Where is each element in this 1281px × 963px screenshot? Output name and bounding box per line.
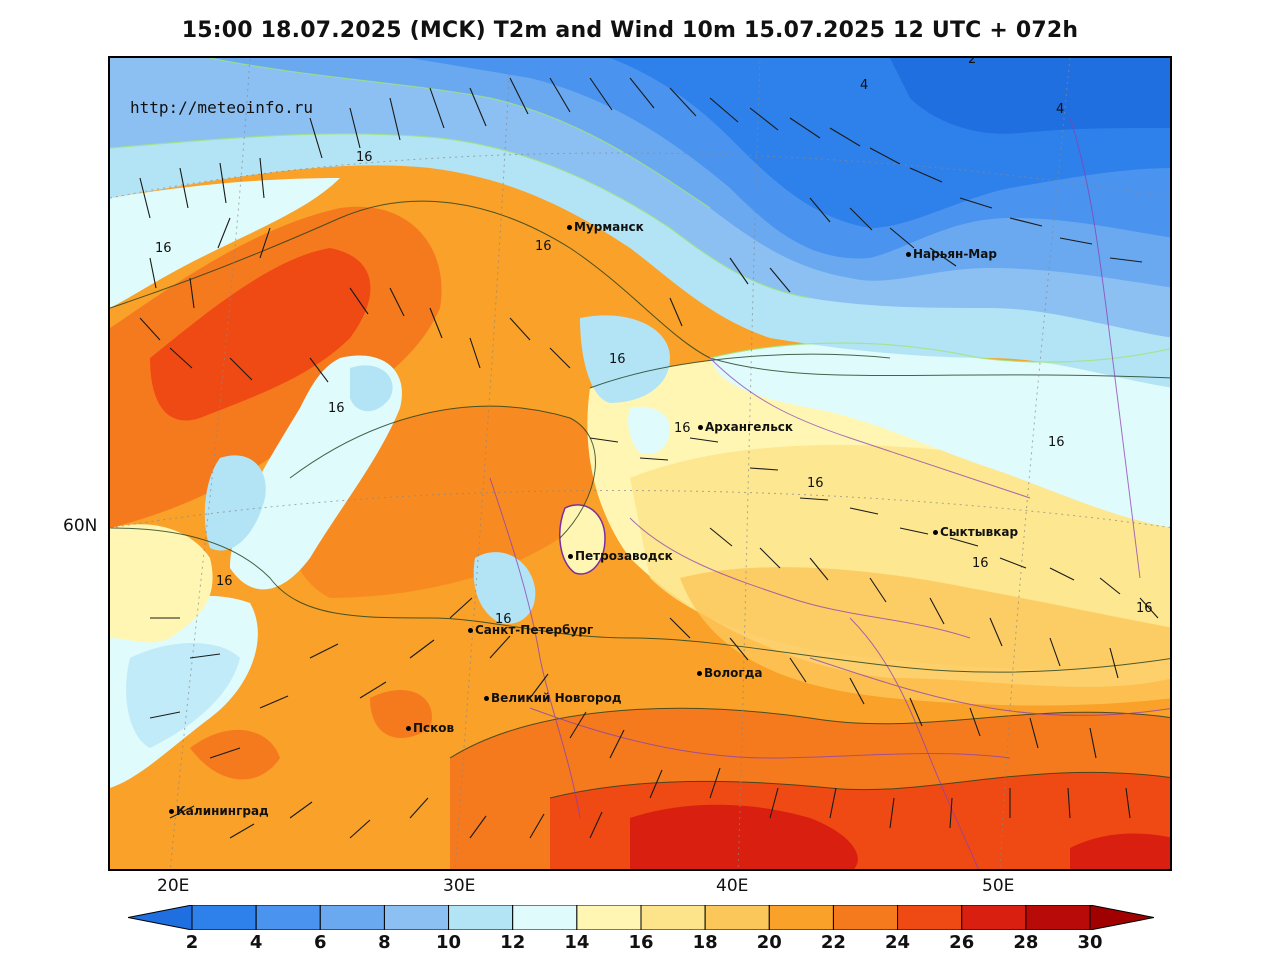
city-dot-icon: [933, 530, 938, 535]
isotherm-label: 16: [535, 239, 552, 254]
temperature-field: [110, 58, 1170, 869]
city-dot-icon: [568, 554, 573, 559]
isotherm-label: 16: [495, 612, 512, 627]
isotherm-label: 4: [1056, 102, 1065, 117]
colorbar-tick-label: 10: [436, 932, 462, 953]
city-label: Санкт-Петербург: [475, 623, 594, 637]
colorbar-segment: [1025, 905, 1091, 930]
city-label: Архангельск: [705, 420, 794, 434]
city-arkhangelsk[interactable]: Архангельск: [698, 420, 793, 434]
isotherm-label: 16: [807, 476, 824, 491]
colorbar-tick-label: 2: [185, 932, 199, 953]
colorbar-tick-label: 8: [378, 932, 391, 953]
lon-label-40e: 40E: [716, 876, 749, 896]
colorbar-segment: [576, 905, 642, 930]
city-dot-icon: [698, 425, 703, 430]
isotherm-label: 16: [328, 401, 345, 416]
colorbar-tick-label: 14: [564, 932, 590, 953]
city-label: Сыктывкар: [940, 525, 1019, 539]
colorbar-tick-label: 30: [1077, 932, 1103, 953]
city-kaliningrad[interactable]: Калининград: [169, 804, 269, 818]
city-label: Великий Новгород: [491, 691, 622, 705]
colorbar-tick-label: 6: [314, 932, 327, 953]
city-dot-icon: [697, 671, 702, 676]
colorbar-segment: [961, 905, 1027, 930]
city-label: Вологда: [704, 666, 763, 680]
city-murmansk[interactable]: Мурманск: [567, 220, 644, 234]
colorbar-tick-label: 4: [249, 932, 263, 953]
colorbar-tick-label: 18: [692, 932, 718, 953]
city-saint-petersburg[interactable]: Санкт-Петербург: [468, 623, 593, 637]
city-dot-icon: [567, 225, 572, 230]
colorbar-segment: [640, 905, 706, 930]
isotherm-label: 16: [1136, 601, 1153, 616]
city-pskov[interactable]: Псков: [406, 721, 454, 735]
lon-label-20e: 20E: [157, 876, 190, 896]
colorbar-segment: [897, 905, 963, 930]
city-dot-icon: [906, 252, 911, 257]
colorbar-segment: [704, 905, 770, 930]
isotherm-label: 16: [972, 556, 989, 571]
temperature-colorbar: [128, 905, 1154, 930]
isotherm-label: 16: [674, 421, 691, 436]
colorbar-segment: [191, 905, 257, 930]
watermark-url: http://meteoinfo.ru: [130, 98, 314, 117]
colorbar-max-arrow: [1089, 905, 1154, 930]
colorbar-segment: [832, 905, 899, 930]
city-dot-icon: [169, 809, 174, 814]
city-label: Калининград: [176, 804, 269, 818]
colorbar-tick-label: 26: [949, 932, 975, 953]
colorbar-tick-label: 22: [820, 932, 846, 953]
colorbar-tick-label: 28: [1013, 932, 1039, 953]
isotherm-label: 16: [216, 574, 233, 589]
isotherm-label: 16: [155, 241, 172, 256]
city-label: Нарьян-Мар: [913, 247, 997, 261]
colorbar-tick-label: 20: [756, 932, 782, 953]
city-dot-icon: [406, 726, 411, 731]
city-syktyvkar[interactable]: Сыктывкар: [933, 525, 1018, 539]
isotherm-label: 16: [356, 150, 373, 165]
colorbar-tick-label: 24: [885, 932, 911, 953]
lon-label-50e: 50E: [982, 876, 1015, 896]
isotherm-label: 16: [1048, 435, 1065, 450]
colorbar-segment: [383, 905, 450, 930]
lat-label-60n: 60N: [63, 516, 98, 536]
city-label: Псков: [413, 721, 455, 735]
colorbar-min-arrow: [128, 905, 193, 930]
colorbar-segment: [448, 905, 514, 930]
colorbar-tick-label: 12: [500, 932, 526, 953]
map-title: 15:00 18.07.2025 (MCK) T2m and Wind 10m …: [181, 18, 1079, 43]
city-dot-icon: [484, 696, 489, 701]
city-petrozavodsk[interactable]: Петрозаводск: [568, 549, 673, 563]
colorbar-tick-label: 16: [628, 932, 654, 953]
colorbar-segment: [319, 905, 385, 930]
city-label: Мурманск: [574, 220, 644, 234]
colorbar-segment: [768, 905, 834, 930]
weather-map[interactable]: http://meteoinfo.ru Мурманск Нарьян-Мар …: [108, 56, 1172, 871]
colorbar-segment: [255, 905, 321, 930]
city-naryan-mar[interactable]: Нарьян-Мар: [906, 247, 997, 261]
colorbar-segment: [512, 905, 578, 930]
city-vologda[interactable]: Вологда: [697, 666, 762, 680]
city-veliky-novgorod[interactable]: Великий Новгород: [484, 691, 622, 705]
lon-label-30e: 30E: [443, 876, 476, 896]
city-label: Петрозаводск: [575, 549, 673, 563]
city-dot-icon: [468, 628, 473, 633]
isotherm-label: 16: [609, 352, 626, 367]
isotherm-label: 2: [968, 56, 977, 67]
isotherm-label: 4: [860, 78, 869, 93]
